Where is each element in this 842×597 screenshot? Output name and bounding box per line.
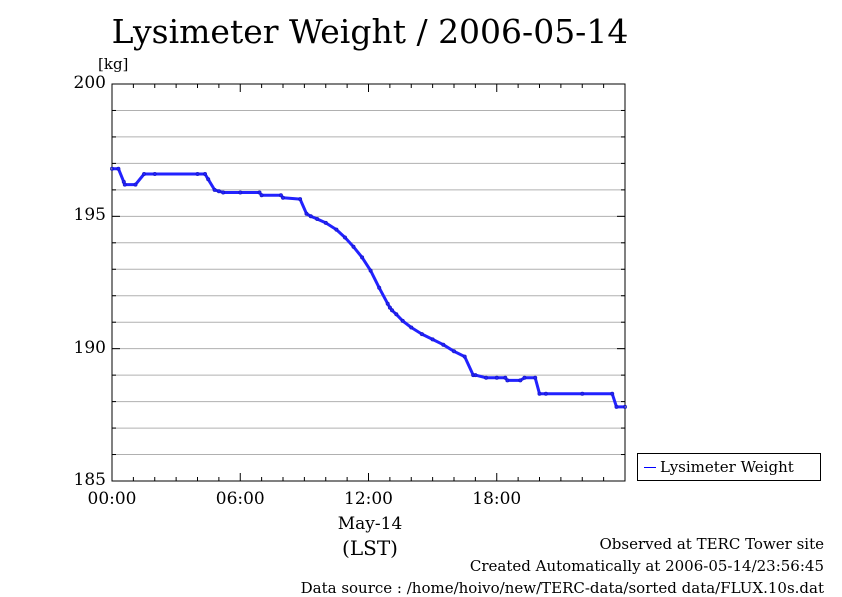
data-point — [522, 375, 527, 380]
data-point — [334, 227, 339, 232]
y-axis-label: [kg] — [98, 55, 129, 73]
data-point — [323, 220, 328, 225]
data-point — [360, 255, 365, 260]
data-point — [342, 235, 347, 240]
series-lysimeter-weight — [110, 166, 628, 409]
footer-site: Observed at TERC Tower site — [599, 535, 824, 553]
data-point — [387, 305, 392, 310]
data-point — [152, 171, 157, 176]
data-point — [298, 197, 303, 202]
y-tick-label: 195 — [73, 205, 106, 226]
data-point — [238, 190, 243, 195]
axis-ticks — [111, 83, 626, 482]
data-point — [221, 190, 226, 195]
data-point — [430, 337, 435, 342]
data-point — [304, 211, 309, 216]
data-point — [400, 318, 405, 323]
data-point — [257, 190, 262, 195]
data-point — [315, 216, 320, 221]
data-point — [308, 214, 313, 219]
data-point — [623, 404, 628, 409]
data-point — [610, 391, 615, 396]
data-point — [212, 187, 217, 192]
data-point — [389, 308, 394, 313]
data-point — [441, 342, 446, 347]
footer-created: Created Automatically at 2006-05-14/23:5… — [469, 557, 824, 575]
plot-frame — [111, 83, 626, 482]
grid-lines — [112, 109, 625, 456]
data-point — [533, 375, 538, 380]
x-date-label: May-14 — [337, 514, 403, 534]
data-point — [503, 375, 508, 380]
y-tick-label: 185 — [73, 470, 106, 490]
data-point — [537, 391, 542, 396]
x-tick-label: 12:00 — [344, 489, 393, 509]
data-point — [580, 391, 585, 396]
data-point — [351, 244, 356, 249]
data-point — [451, 349, 456, 354]
data-point — [278, 193, 283, 198]
data-point — [614, 404, 619, 409]
y-tick-label: 190 — [73, 337, 106, 358]
data-point — [206, 177, 211, 182]
legend-swatch — [644, 467, 656, 468]
data-point — [494, 375, 499, 380]
data-point — [216, 189, 221, 194]
data-point — [110, 166, 115, 171]
data-point — [133, 182, 138, 187]
data-point — [377, 285, 382, 290]
data-point — [280, 195, 285, 200]
data-point — [202, 171, 207, 176]
legend-label: Lysimeter Weight — [660, 458, 794, 476]
data-point — [543, 391, 548, 396]
data-point — [394, 312, 399, 317]
x-tick-label: 06:00 — [215, 489, 265, 509]
x-axis-label: (LST) — [342, 536, 398, 560]
data-point — [195, 171, 200, 176]
data-point — [473, 373, 478, 378]
data-point — [142, 171, 147, 176]
data-point — [471, 373, 476, 378]
series-line — [112, 167, 625, 409]
legend: Lysimeter Weight — [637, 453, 821, 481]
data-point — [259, 193, 264, 198]
footer-source: Data source : /home/hoivo/new/TERC-data/… — [300, 579, 824, 597]
x-tick-label: 18:00 — [472, 489, 522, 509]
data-point — [116, 166, 121, 171]
data-point — [368, 268, 373, 273]
data-point — [518, 378, 523, 383]
data-point — [462, 354, 467, 359]
data-point — [505, 378, 510, 383]
data-point — [385, 301, 390, 306]
data-point — [409, 325, 414, 330]
y-tick-label: 200 — [73, 73, 106, 93]
data-point — [419, 332, 424, 337]
data-point — [484, 375, 489, 380]
chart-title: Lysimeter Weight / 2006-05-14 — [111, 12, 629, 51]
data-point — [122, 182, 127, 187]
x-tick-label: 00:00 — [87, 489, 137, 509]
